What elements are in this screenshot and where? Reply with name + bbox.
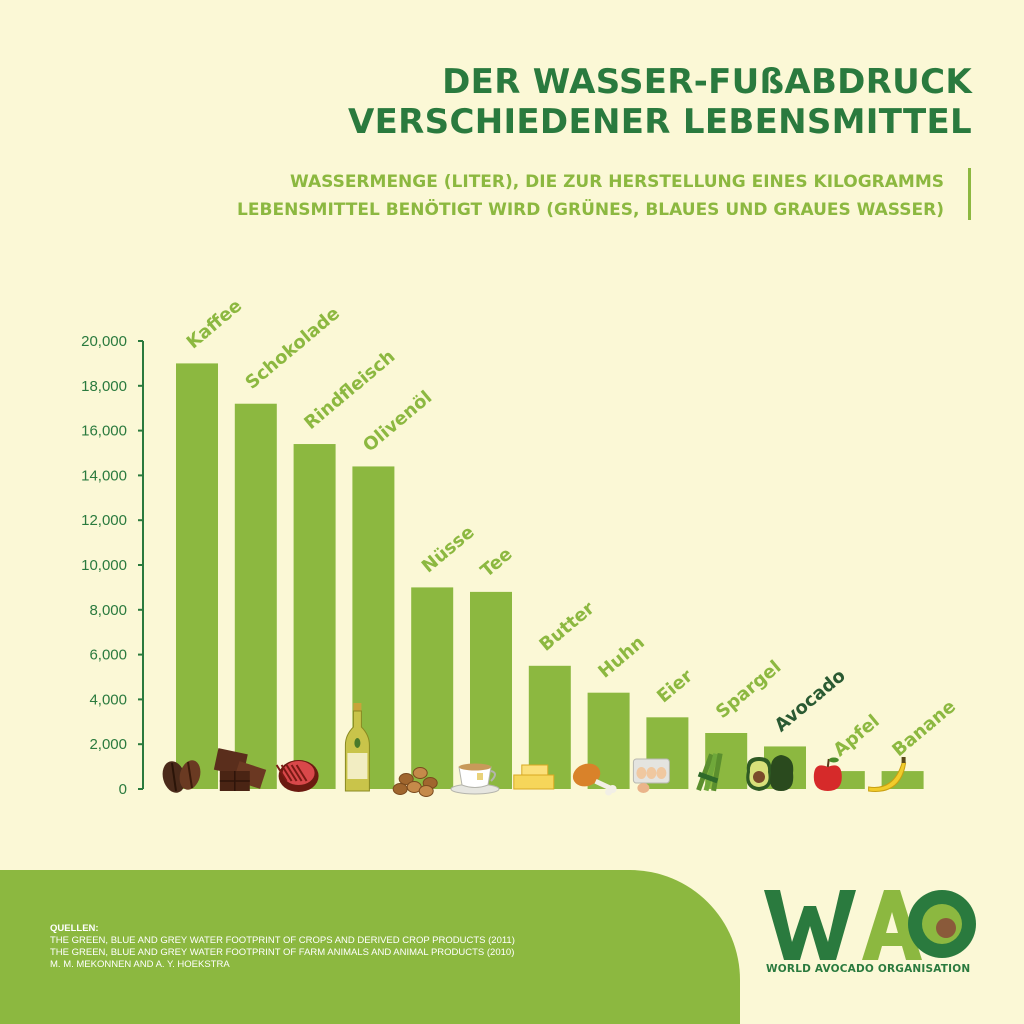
- wao-logo: [764, 890, 976, 960]
- source-line-3: M. M. MEKONNEN AND A. Y. HOEKSTRA: [50, 959, 230, 970]
- sources-heading: QUELLEN:: [50, 923, 99, 934]
- y-tick-label: 20,000: [81, 333, 127, 350]
- coffee-beans-icon: [162, 760, 201, 793]
- y-tick-label: 2,000: [89, 736, 127, 753]
- subtitle-accent-bar: [968, 168, 971, 220]
- bar-label-huhn: Huhn: [594, 632, 648, 682]
- y-tick-label: 10,000: [81, 557, 127, 574]
- source-line-1: THE GREEN, BLUE AND GREY WATER FOOTPRINT…: [50, 935, 515, 946]
- subtitle-line-2: LEBENSMITTEL BENÖTIGT WIRD (GRÜNES, BLAU…: [237, 200, 944, 220]
- olive-oil-bottle-icon: [344, 703, 370, 792]
- banana-icon: [868, 757, 907, 792]
- source-line-2: THE GREEN, BLUE AND GREY WATER FOOTPRINT…: [50, 947, 515, 958]
- chicken-leg-icon: [572, 763, 617, 796]
- bar-label-schokolade: Schokolade: [242, 303, 344, 394]
- tea-cup-icon: [450, 763, 500, 795]
- bar-label-avocado: Avocado: [771, 665, 850, 736]
- y-tick-label: 4,000: [89, 691, 127, 708]
- y-tick-label: 14,000: [81, 467, 127, 484]
- page-title-line-1: DER WASSER-FUßABDRUCK: [442, 62, 972, 102]
- bar-label-tee: Tee: [477, 544, 517, 582]
- bar-rindfleisch: [293, 444, 336, 789]
- bar-label-apfel: Apfel: [830, 711, 884, 761]
- logo-letter-w: [764, 890, 856, 960]
- bar-tee: [470, 591, 512, 789]
- bar-label-banane: Banane: [888, 696, 960, 761]
- y-tick-label: 12,000: [81, 512, 127, 529]
- sources-block: QUELLEN: THE GREEN, BLUE AND GREY WATER …: [50, 923, 515, 971]
- footer-panel: [0, 870, 740, 1024]
- bar-label-butter: Butter: [536, 598, 599, 656]
- logo-avocado-seed: [936, 918, 956, 938]
- asparagus-icon: [696, 752, 723, 792]
- bar-label-eier: Eier: [653, 666, 697, 708]
- apple-icon: [813, 757, 842, 791]
- y-tick-label: 6,000: [89, 647, 127, 664]
- bar-schokolade: [234, 403, 277, 789]
- bar-label-nuesse: Nüsse: [418, 522, 479, 578]
- steak-icon: [275, 760, 319, 792]
- title-block: DER WASSER-FUßABDRUCK VERSCHIEDENER LEBE…: [72, 62, 972, 142]
- bar-kaffee: [176, 363, 218, 789]
- y-tick-label: 18,000: [81, 378, 127, 395]
- avocado-icon: [746, 755, 794, 791]
- bar-label-kaffee: Kaffee: [183, 295, 246, 353]
- y-tick-label: 8,000: [89, 602, 127, 619]
- bar-label-olivenoel: Olivenöl: [359, 387, 436, 456]
- water-footprint-bar-chart: 0 2,000 4,000 6,000 8,000 10,000 12,000 14,000 1…: [81, 295, 960, 798]
- nuts-icon: [392, 767, 438, 797]
- subtitle-line-1: WASSERMENGE (LITER), DIE ZUR HERSTELLUNG…: [289, 172, 944, 192]
- eggs-icon: [632, 758, 670, 793]
- bar-nuesse: [411, 587, 454, 789]
- page-title-line-2: VERSCHIEDENER LEBENSMITTEL: [348, 102, 972, 142]
- chocolate-icon: [213, 748, 267, 791]
- subtitle-block: WASSERMENGE (LITER), DIE ZUR HERSTELLUNG…: [84, 168, 944, 224]
- bar-label-spargel: Spargel: [712, 657, 785, 723]
- y-tick-label: 16,000: [81, 423, 127, 440]
- butter-icon: [513, 764, 555, 790]
- y-tick-label: 0: [119, 781, 127, 798]
- logo-organisation-name: WORLD AVOCADO ORGANISATION: [766, 963, 971, 975]
